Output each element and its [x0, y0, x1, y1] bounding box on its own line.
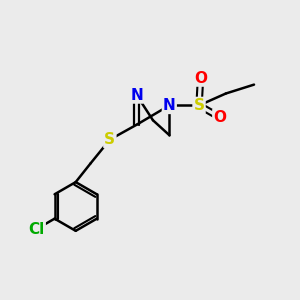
Text: Cl: Cl — [28, 222, 45, 237]
Text: O: O — [213, 110, 226, 125]
Text: S: S — [104, 132, 116, 147]
Text: N: N — [130, 88, 143, 103]
Text: S: S — [194, 98, 205, 113]
Text: O: O — [194, 70, 207, 86]
Text: N: N — [163, 98, 176, 113]
